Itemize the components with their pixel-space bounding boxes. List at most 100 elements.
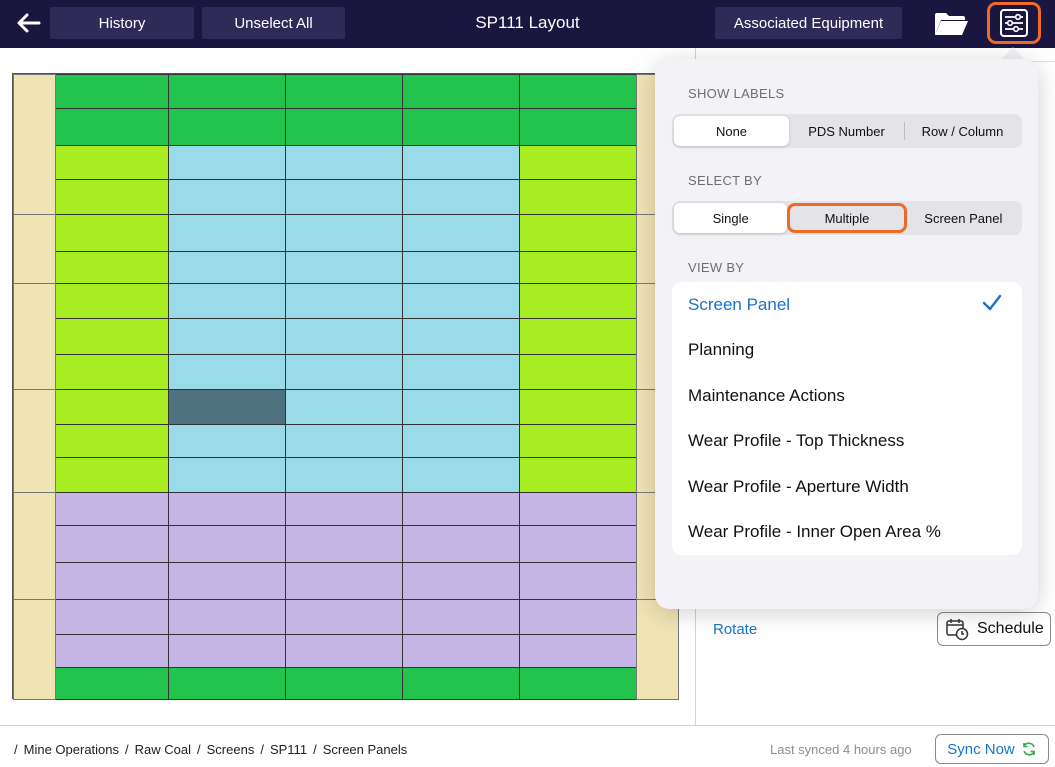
screen-panel-cell[interactable] <box>519 634 637 668</box>
screen-panel-cell[interactable] <box>402 562 520 600</box>
select-by-screen-panel[interactable]: Screen Panel <box>924 210 1003 226</box>
screen-panel-cell[interactable] <box>55 634 169 668</box>
back-button[interactable] <box>10 6 46 40</box>
view-by-wear-top-thickness[interactable]: Wear Profile - Top Thickness <box>688 431 905 451</box>
screen-panel-cell[interactable] <box>55 424 169 458</box>
rotate-link[interactable]: Rotate <box>713 621 758 638</box>
screen-panel-cell[interactable] <box>519 667 637 700</box>
screen-panel-cell[interactable] <box>168 214 286 252</box>
breadcrumb-item[interactable]: Raw Coal <box>134 742 191 757</box>
screen-panel-cell[interactable] <box>519 389 637 425</box>
screen-panel-cell[interactable] <box>168 354 286 390</box>
screen-panel-cell[interactable] <box>55 667 169 700</box>
screen-panel-cell[interactable] <box>55 74 169 109</box>
screen-panel-cell[interactable] <box>285 318 403 355</box>
screen-panel-cell[interactable] <box>402 145 520 180</box>
screen-panel-cell[interactable] <box>519 108 637 146</box>
screen-panel-cell[interactable] <box>402 389 520 425</box>
screen-panel-cell[interactable] <box>55 179 169 215</box>
screen-panel-cell[interactable] <box>55 492 169 526</box>
screen-panel-cell[interactable] <box>519 318 637 355</box>
screen-panel-cell[interactable] <box>519 492 637 526</box>
screen-panel-cell[interactable] <box>402 667 520 700</box>
screen-panel-cell[interactable] <box>168 492 286 526</box>
screen-panel-cell[interactable] <box>285 492 403 526</box>
screen-panel-cell[interactable] <box>55 562 169 600</box>
screen-panel-cell[interactable] <box>55 318 169 355</box>
screen-panel-cell[interactable] <box>55 214 169 252</box>
screen-panel-cell[interactable] <box>402 283 520 319</box>
screen-panel-cell[interactable] <box>168 74 286 109</box>
screen-panel-cell[interactable] <box>285 457 403 493</box>
screen-panel-cell[interactable] <box>168 145 286 180</box>
unselect-all-button[interactable]: Unselect All <box>202 7 345 39</box>
show-labels-row-column[interactable]: Row / Column <box>921 123 1004 139</box>
show-labels-pds-number[interactable]: PDS Number <box>808 123 885 139</box>
screen-panel-cell[interactable] <box>519 74 637 109</box>
screen-panel-cell[interactable] <box>168 634 286 668</box>
breadcrumb-item[interactable]: SP111 <box>269 742 308 757</box>
screen-panel-cell[interactable] <box>402 214 520 252</box>
view-by-planning[interactable]: Planning <box>688 340 755 360</box>
screen-panel-cell[interactable] <box>402 492 520 526</box>
view-by-wear-aperture-width[interactable]: Wear Profile - Aperture Width <box>688 476 909 496</box>
screen-panel-cell[interactable] <box>168 457 286 493</box>
screen-panel-cell[interactable] <box>402 634 520 668</box>
sync-now-button[interactable]: Sync Now <box>935 734 1049 764</box>
screen-panel-cell[interactable] <box>402 599 520 635</box>
screen-panel-cell[interactable] <box>285 283 403 319</box>
screen-panel-cell[interactable] <box>519 145 637 180</box>
screen-panel-cell[interactable] <box>285 214 403 252</box>
select-by-multiple[interactable]: Multiple <box>787 203 907 233</box>
screen-panel-cell[interactable] <box>402 251 520 284</box>
screen-panel-cell[interactable] <box>402 457 520 493</box>
breadcrumb-item[interactable]: Screen Panels <box>322 742 408 757</box>
screen-panel-cell[interactable] <box>519 179 637 215</box>
screen-panel-cell[interactable] <box>285 525 403 563</box>
folder-button[interactable] <box>930 7 972 41</box>
schedule-button[interactable]: Schedule <box>937 612 1051 646</box>
screen-panel-cell[interactable] <box>55 457 169 493</box>
screen-panel-cell[interactable] <box>519 424 637 458</box>
screen-panel-cell[interactable] <box>402 179 520 215</box>
screen-panel-cell[interactable] <box>285 108 403 146</box>
screen-panel-cell[interactable] <box>285 599 403 635</box>
screen-panel-cell[interactable] <box>519 525 637 563</box>
screen-panel-cell[interactable] <box>55 354 169 390</box>
select-by-single[interactable]: Single <box>674 203 788 233</box>
screen-panel-cell[interactable] <box>168 179 286 215</box>
history-button[interactable]: History <box>50 7 194 39</box>
screen-panel-cell[interactable] <box>519 214 637 252</box>
screen-panel-cell[interactable] <box>402 525 520 563</box>
screen-panel-cell[interactable] <box>519 251 637 284</box>
screen-panel-cell[interactable] <box>55 389 169 425</box>
screen-panel-cell[interactable] <box>168 667 286 700</box>
screen-panel-cell[interactable] <box>402 108 520 146</box>
screen-panel-cell[interactable] <box>168 318 286 355</box>
screen-panel-cell[interactable] <box>285 634 403 668</box>
screen-panel-cell[interactable] <box>519 457 637 493</box>
screen-panel-cell[interactable] <box>519 562 637 600</box>
breadcrumb-item[interactable]: Mine Operations <box>23 742 120 757</box>
screen-panel-cell[interactable] <box>168 599 286 635</box>
screen-panel-cell[interactable] <box>285 667 403 700</box>
screen-panel-cell[interactable] <box>168 525 286 563</box>
screen-panel-cell[interactable] <box>168 251 286 284</box>
screen-panel-cell[interactable] <box>285 389 403 425</box>
screen-panel-cell[interactable] <box>402 74 520 109</box>
screen-panel-cell[interactable] <box>285 562 403 600</box>
screen-panel-cell[interactable] <box>402 354 520 390</box>
screen-panel-cell[interactable] <box>168 389 286 425</box>
associated-equipment-button[interactable]: Associated Equipment <box>715 7 902 39</box>
screen-panel-cell[interactable] <box>519 283 637 319</box>
screen-panel-cell[interactable] <box>285 179 403 215</box>
screen-panel-cell[interactable] <box>168 283 286 319</box>
view-by-screen-panel[interactable]: Screen Panel <box>672 282 1022 328</box>
screen-panel-cell[interactable] <box>168 424 286 458</box>
screen-panel-cell[interactable] <box>55 525 169 563</box>
show-labels-none[interactable]: None <box>674 116 789 146</box>
screen-panel-cell[interactable] <box>285 354 403 390</box>
screen-panel-cell[interactable] <box>285 145 403 180</box>
screen-panel-cell[interactable] <box>402 424 520 458</box>
view-by-maintenance-actions[interactable]: Maintenance Actions <box>688 385 845 405</box>
